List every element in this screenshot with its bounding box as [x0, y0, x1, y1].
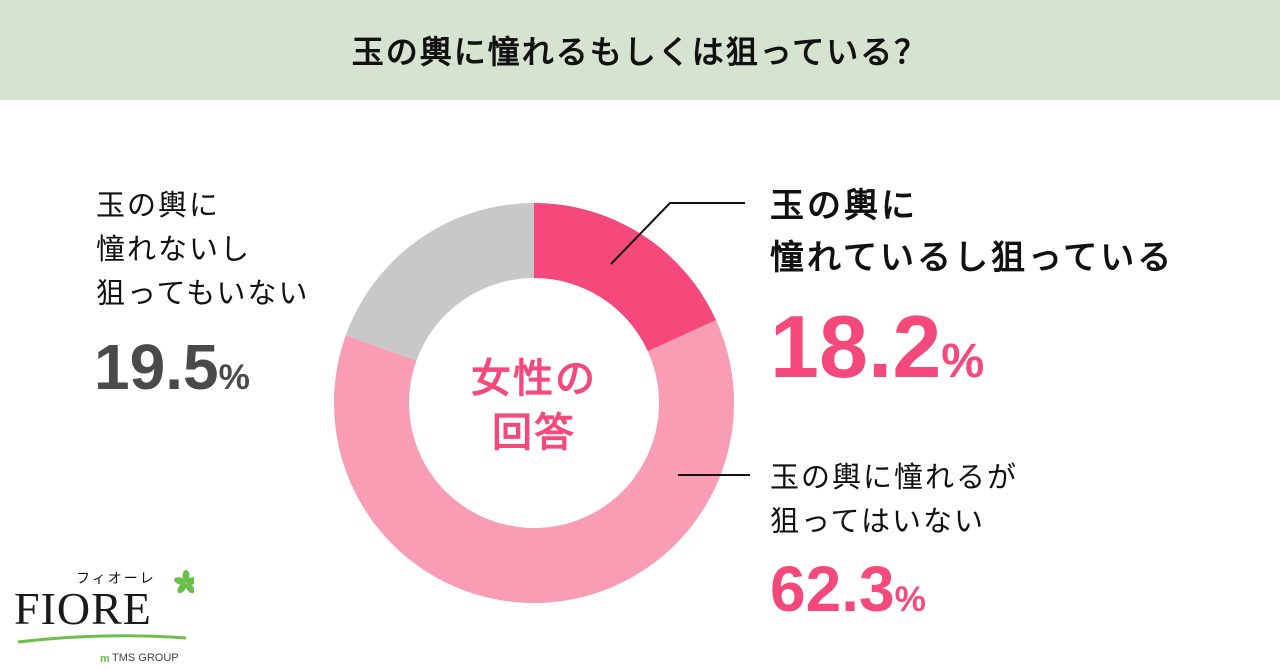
- logo-swoosh: [17, 634, 187, 644]
- label-line: 狙ってはいない: [770, 504, 985, 538]
- label-line: 憧れているし狙っている: [770, 238, 1175, 278]
- clover-icon: [174, 570, 194, 594]
- value-not-interested: 19.5%: [94, 331, 250, 403]
- label-line: 玉の輿に: [770, 186, 918, 226]
- label-line: 狙ってもいない: [96, 276, 310, 310]
- donut-slice: [334, 320, 735, 604]
- fiore-logo: フィオーレ FIORE m TMS GROUP: [14, 568, 194, 668]
- logo-group: TMS GROUP: [112, 652, 179, 664]
- tms-mark-icon: m: [100, 653, 110, 665]
- donut-slices: [334, 202, 735, 604]
- leader-line-top: [610, 202, 745, 265]
- label-line: 憧れないし: [96, 232, 252, 266]
- logo-kana: フィオーレ: [76, 571, 156, 587]
- label-line: 玉の輿に憧れるが: [770, 460, 1019, 494]
- label-line: 玉の輿に: [96, 188, 221, 222]
- label-not-interested: 玉の輿に 憧れないし 狙ってもいない: [96, 183, 310, 315]
- center-label-line2: 回答: [492, 410, 576, 456]
- donut-slice: [345, 202, 534, 361]
- label-admire-not-aim: 玉の輿に憧れるが 狙ってはいない: [770, 455, 1018, 543]
- center-label-line1: 女性の: [471, 356, 597, 402]
- logo-brand: FIORE: [14, 583, 152, 634]
- donut-slice: [534, 203, 717, 352]
- header-banner: 玉の輿に憧れるもしくは狙っている？: [0, 0, 1280, 100]
- logo-graphics: m: [17, 570, 194, 665]
- label-admire-and-aim: 玉の輿に 憧れているし狙っている: [770, 180, 1174, 284]
- value-admire-not-aim: 62.3%: [770, 553, 926, 625]
- value-admire-and-aim: 18.2%: [770, 297, 985, 396]
- center-label: 女性の 回答: [434, 352, 634, 460]
- chart-title: 玉の輿に憧れるもしくは狙っている？: [351, 33, 929, 71]
